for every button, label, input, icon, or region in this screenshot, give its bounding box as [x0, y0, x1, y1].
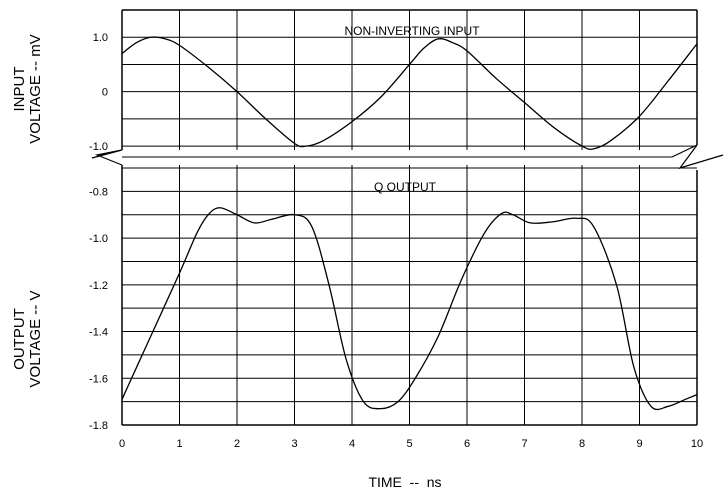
top-y-axis-label-line1: INPUT [11, 66, 28, 112]
top-y-axis-label-line2: VOLTAGE -- mV [27, 34, 44, 144]
top-panel-title: NON-INVERTING INPUT [344, 24, 480, 38]
top-y-tick-label: 1.0 [93, 32, 108, 44]
bottom-y-tick-label: -1.4 [89, 327, 108, 339]
bottom-y-tick-label: -0.8 [89, 186, 108, 198]
x-tick-label: 1 [176, 438, 182, 450]
bottom-y-axis-label-line1: OUTPUT [11, 308, 28, 370]
bottom-y-tick-label: -1.6 [89, 373, 108, 385]
bottom-y-axis-label: OUTPUT VOLTAGE -- V [11, 274, 46, 404]
top-y-tick-label: -1.0 [89, 141, 108, 153]
left-break-zigzag [91, 149, 123, 166]
x-tick-label: 6 [464, 438, 470, 450]
tick-labels: 1.0 0 -1.0 -0.8 -1.0 -1.2 -1.4 -1.6 -1.8 0 1 2 3 4 5 6 7… [89, 32, 703, 450]
bottom-y-tick-label: -1.8 [89, 420, 108, 432]
x-tick-label: 9 [636, 438, 642, 450]
x-tick-label: 8 [579, 438, 585, 450]
axis-break-marks [91, 144, 724, 170]
bottom-y-tick-label: -1.2 [89, 280, 108, 292]
bottom-y-tick-label: -1.0 [89, 233, 108, 245]
q-output-trace [121, 207, 698, 411]
x-tick-label: 2 [234, 438, 240, 450]
right-break-zigzag [671, 144, 724, 170]
x-tick-label: 10 [691, 438, 703, 450]
x-tick-label: 5 [406, 438, 412, 450]
top-y-tick-label: 0 [102, 87, 108, 99]
input-voltage-trace [121, 36, 698, 150]
x-tick-label: 7 [521, 438, 527, 450]
series-group [121, 36, 698, 411]
x-tick-label: 0 [119, 438, 125, 450]
x-tick-label: 4 [349, 438, 355, 450]
bottom-panel-grid [122, 165, 697, 425]
x-tick-label: 3 [291, 438, 297, 450]
bottom-panel-title: Q OUTPUT [374, 180, 437, 194]
top-y-axis-label: INPUT VOLTAGE -- mV [11, 24, 46, 154]
plot-frame [121, 9, 698, 426]
x-axis-label: TIME -- ns [368, 474, 442, 490]
bottom-y-axis-label-line2: VOLTAGE -- V [27, 290, 44, 388]
